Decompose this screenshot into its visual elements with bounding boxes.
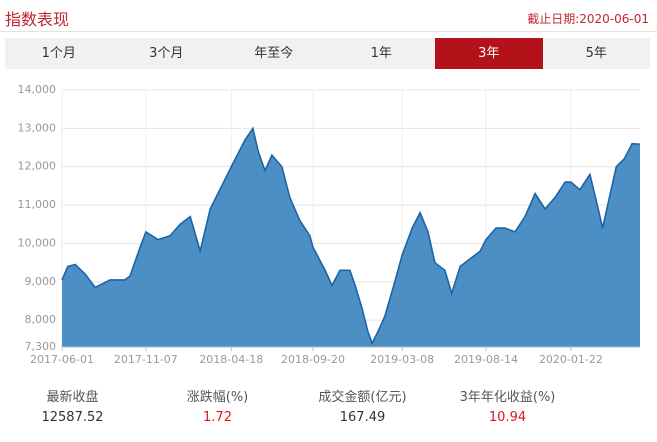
- area: [62, 128, 640, 347]
- period-tabs: 1个月 3个月 年至今 1年 3年 5年: [5, 38, 650, 69]
- stat-label: 成交金额(亿元): [318, 390, 407, 405]
- x-tick-label: 2019-03-08: [370, 353, 434, 366]
- period-tab[interactable]: 年至今: [254, 46, 294, 61]
- x-tick-label: 2017-06-01: [30, 353, 94, 366]
- y-tick-label: 8,000: [25, 313, 57, 326]
- period-tab[interactable]: 1年: [370, 46, 392, 61]
- stat-value: 10.94: [488, 410, 527, 425]
- x-tick-label: 2017-11-07: [114, 353, 178, 366]
- stat-value: 167.49: [339, 410, 386, 425]
- x-tick-label: 2020-01-22: [539, 353, 603, 366]
- period-tab[interactable]: 1个月: [41, 46, 76, 61]
- stat-item: 最新收盘 12587.52: [0, 386, 145, 425]
- stat-label: 3年年化收益(%): [459, 390, 556, 405]
- divider: [0, 31, 657, 32]
- y-tick-label: 7,300: [25, 340, 57, 353]
- y-tick-label: 13,000: [18, 121, 57, 134]
- y-tick-label: 12,000: [18, 160, 57, 173]
- period-tab[interactable]: 3年: [435, 38, 543, 69]
- y-tick-label: 11,000: [18, 198, 57, 211]
- stat-value: 1.72: [203, 410, 232, 425]
- stat-label: 涨跌幅(%): [186, 390, 249, 405]
- chart: 7,300 8,000 9,000 10,000 11,000 12,000 13,000 1…: [18, 83, 641, 366]
- stat-item: 成交金额(亿元) 167.49: [290, 386, 435, 425]
- period-tab[interactable]: 3个月: [149, 46, 184, 61]
- stat-item: 涨跌幅(%) 1.72: [145, 386, 290, 425]
- stats: 最新收盘 12587.52 涨跌幅(%) 1.72 成交金额(亿元) 167.49 3年年化…: [0, 386, 657, 425]
- x-tick-label: 2018-09-20: [281, 353, 345, 366]
- x-tick-label: 2019-08-14: [454, 353, 518, 366]
- x-tick-label: 2018-04-18: [199, 353, 263, 366]
- stat-item: 3年年化收益(%) 10.94: [435, 386, 580, 425]
- y-tick-label: 10,000: [18, 236, 57, 249]
- as-of-date: 截止日期:2020-06-01: [527, 12, 649, 26]
- period-tab[interactable]: 5年: [585, 46, 607, 61]
- stat-value: 12587.52: [41, 410, 104, 425]
- y-tick-label: 14,000: [18, 83, 57, 96]
- line: [61, 126, 641, 346]
- stat-label: 最新收盘: [46, 390, 99, 405]
- page-title: 指数表现: [5, 10, 70, 29]
- y-tick-label: 9,000: [25, 275, 57, 288]
